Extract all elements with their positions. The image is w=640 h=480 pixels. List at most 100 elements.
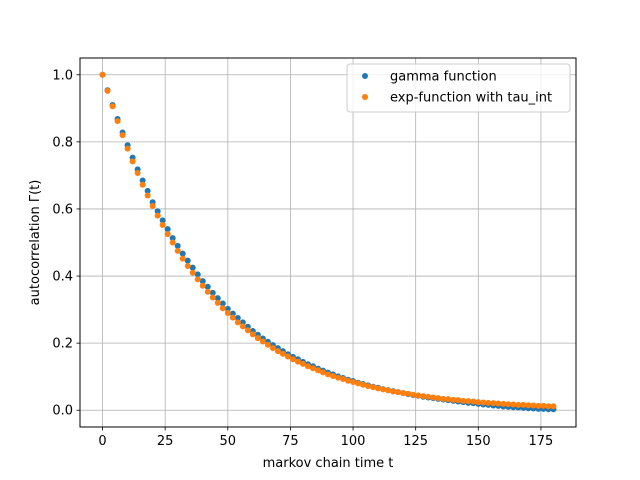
data-point	[164, 231, 171, 238]
data-point	[500, 400, 507, 407]
data-point	[304, 363, 311, 370]
data-point	[410, 391, 417, 398]
data-point	[395, 389, 402, 396]
data-point	[219, 300, 226, 307]
data-point	[159, 217, 166, 224]
data-point	[99, 71, 106, 78]
y-tick-label: 0.2	[52, 337, 73, 352]
data-point	[430, 394, 437, 401]
data-point	[455, 397, 462, 404]
data-point	[400, 390, 407, 397]
data-point	[269, 345, 276, 352]
data-point	[505, 401, 512, 408]
data-point	[219, 305, 226, 312]
data-point	[294, 358, 301, 365]
y-tick-label: 1.0	[52, 68, 73, 83]
data-point	[264, 341, 271, 348]
y-tick-label: 0.8	[52, 135, 73, 150]
x-tick-label: 175	[529, 434, 554, 449]
data-point	[239, 323, 246, 330]
data-point	[194, 271, 201, 278]
data-point	[450, 396, 457, 403]
x-tick-label: 50	[220, 434, 237, 449]
data-point	[144, 192, 151, 199]
data-point	[179, 255, 186, 262]
data-point	[375, 385, 382, 392]
data-point	[460, 397, 467, 404]
data-point	[199, 278, 206, 285]
data-point	[229, 314, 236, 321]
data-point	[174, 242, 181, 249]
data-point	[274, 348, 281, 355]
legend-marker-gamma	[362, 73, 368, 79]
data-point	[385, 387, 392, 394]
data-point	[405, 390, 412, 397]
data-point	[325, 371, 331, 378]
data-point	[445, 396, 452, 403]
data-point	[520, 401, 527, 408]
data-point	[214, 299, 221, 306]
data-point	[515, 401, 522, 408]
data-point	[224, 309, 231, 316]
data-point	[169, 239, 176, 246]
grid	[80, 58, 576, 427]
data-point	[475, 399, 482, 406]
data-point	[370, 384, 377, 391]
data-point	[550, 403, 557, 410]
data-point	[254, 335, 261, 342]
data-point	[510, 401, 517, 408]
x-tick-label: 25	[157, 434, 174, 449]
data-point	[234, 314, 241, 321]
data-point	[184, 262, 191, 269]
data-point	[244, 327, 251, 334]
series-layer	[99, 71, 557, 413]
y-tick-label: 0.6	[52, 202, 73, 217]
data-point	[204, 288, 211, 295]
data-point	[535, 402, 542, 409]
data-point	[189, 264, 196, 271]
data-point	[139, 177, 146, 184]
x-tick-label: 150	[466, 434, 491, 449]
plot-frame	[79, 57, 577, 428]
data-point	[284, 353, 291, 360]
x-tick-label: 0	[98, 434, 106, 449]
data-point	[309, 365, 316, 372]
legend-label-exp: exp-function with tau_int	[390, 91, 552, 106]
data-point	[114, 118, 121, 125]
data-point	[259, 338, 266, 345]
data-point	[390, 388, 397, 395]
data-point	[209, 294, 216, 301]
legend-box	[346, 63, 571, 113]
x-tick-label: 100	[341, 434, 366, 449]
data-point	[149, 202, 156, 209]
data-point	[350, 379, 357, 386]
data-point	[530, 402, 537, 409]
data-point	[465, 398, 472, 405]
data-point	[159, 222, 166, 229]
series-exp-function	[99, 71, 557, 410]
x-tick-label: 125	[403, 434, 428, 449]
data-point	[119, 132, 126, 139]
data-point	[299, 360, 306, 367]
data-point	[425, 393, 432, 400]
data-point	[485, 399, 492, 406]
data-point	[480, 399, 487, 406]
data-point	[154, 208, 161, 215]
data-point	[289, 356, 296, 363]
data-point	[234, 319, 241, 326]
data-point	[490, 400, 497, 407]
data-point	[380, 386, 387, 393]
legend-marker-exp	[362, 94, 368, 100]
data-point	[470, 398, 477, 405]
data-point	[109, 103, 116, 110]
data-point	[214, 295, 221, 302]
x-axis-label: markov chain time t	[263, 456, 394, 471]
data-point	[340, 376, 347, 383]
data-point	[139, 181, 146, 188]
data-point	[435, 395, 442, 402]
data-point	[279, 350, 286, 357]
y-tick-label: 0.0	[52, 404, 73, 419]
data-point	[164, 226, 171, 233]
data-point	[355, 380, 362, 387]
